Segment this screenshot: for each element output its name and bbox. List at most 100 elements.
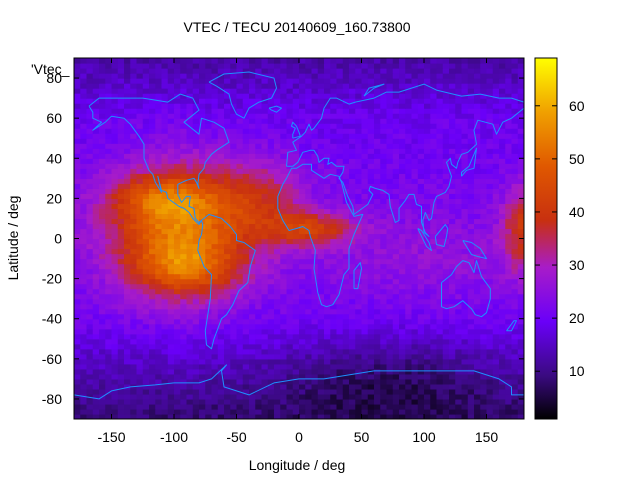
heatmap-cell bbox=[436, 393, 444, 400]
heatmap-cell bbox=[374, 388, 381, 395]
heatmap-cell bbox=[255, 228, 263, 235]
heatmap-cell bbox=[324, 413, 331, 419]
heatmap-cell bbox=[361, 163, 369, 169]
heatmap-cell bbox=[492, 243, 500, 250]
heatmap-cell bbox=[211, 303, 219, 310]
heatmap-cell bbox=[136, 253, 144, 260]
heatmap-cell bbox=[167, 188, 175, 194]
heatmap-cell bbox=[180, 293, 188, 300]
heatmap-cell bbox=[305, 153, 313, 159]
heatmap-cell bbox=[149, 363, 156, 370]
heatmap-cell bbox=[474, 113, 481, 119]
heatmap-cell bbox=[374, 233, 381, 240]
heatmap-cell bbox=[142, 138, 150, 144]
heatmap-cell bbox=[149, 78, 156, 84]
heatmap-cell bbox=[417, 323, 425, 330]
heatmap-cell bbox=[242, 308, 250, 315]
heatmap-cell bbox=[99, 288, 106, 295]
heatmap-cell bbox=[230, 203, 238, 210]
heatmap-cell bbox=[492, 158, 500, 164]
heatmap-cell bbox=[249, 88, 256, 94]
heatmap-cell bbox=[199, 208, 206, 215]
heatmap-cell bbox=[161, 373, 169, 380]
heatmap-cell bbox=[199, 228, 206, 235]
heatmap-cell bbox=[224, 153, 231, 159]
heatmap-cell bbox=[286, 313, 294, 320]
heatmap-cell bbox=[517, 388, 524, 395]
heatmap-cell bbox=[105, 403, 113, 410]
heatmap-cell bbox=[380, 243, 388, 250]
heatmap-cell bbox=[299, 353, 306, 360]
heatmap-cell bbox=[361, 73, 369, 79]
heatmap-cell bbox=[455, 163, 463, 169]
heatmap-cell bbox=[136, 278, 144, 285]
heatmap-cell bbox=[336, 273, 344, 280]
heatmap-cell bbox=[261, 228, 269, 235]
heatmap-cell bbox=[374, 243, 381, 250]
heatmap-cell bbox=[461, 188, 469, 194]
heatmap-cell bbox=[117, 68, 125, 74]
heatmap-cell bbox=[349, 303, 356, 310]
heatmap-cell bbox=[149, 98, 156, 104]
heatmap-cell bbox=[92, 158, 100, 164]
heatmap-cell bbox=[380, 78, 388, 84]
heatmap-cell bbox=[311, 358, 319, 365]
heatmap-cell bbox=[386, 148, 394, 154]
heatmap-cell bbox=[249, 213, 256, 220]
heatmap-cell bbox=[274, 133, 281, 139]
heatmap-cell bbox=[324, 258, 331, 265]
heatmap-cell bbox=[467, 213, 475, 220]
heatmap-cell bbox=[192, 93, 200, 99]
heatmap-cell bbox=[274, 153, 281, 159]
heatmap-cell bbox=[205, 288, 213, 295]
heatmap-cell bbox=[130, 278, 138, 285]
heatmap-cell bbox=[399, 313, 406, 320]
heatmap-cell bbox=[330, 228, 338, 235]
heatmap-cell bbox=[499, 153, 506, 159]
heatmap-cell bbox=[230, 273, 238, 280]
heatmap-cell bbox=[424, 168, 431, 174]
heatmap-cell bbox=[111, 178, 119, 184]
heatmap-cell bbox=[242, 343, 250, 350]
heatmap-cell bbox=[211, 153, 219, 159]
heatmap-cell bbox=[392, 258, 400, 265]
heatmap-cell bbox=[380, 88, 388, 94]
heatmap-cell bbox=[436, 343, 444, 350]
heatmap-cell bbox=[105, 358, 113, 365]
heatmap-cell bbox=[167, 163, 175, 169]
heatmap-cell bbox=[430, 328, 438, 335]
heatmap-cell bbox=[386, 193, 394, 199]
heatmap-cell bbox=[386, 308, 394, 315]
heatmap-cell bbox=[511, 148, 519, 154]
heatmap-cell bbox=[142, 308, 150, 315]
heatmap-cell bbox=[180, 98, 188, 104]
heatmap-cell bbox=[86, 113, 94, 119]
heatmap-cell bbox=[255, 363, 263, 370]
heatmap-cell bbox=[92, 358, 100, 365]
heatmap-cell bbox=[430, 383, 438, 390]
heatmap-cell bbox=[405, 263, 413, 270]
heatmap-cell bbox=[330, 178, 338, 184]
heatmap-cell bbox=[430, 398, 438, 405]
heatmap-cell bbox=[474, 323, 481, 330]
heatmap-cell bbox=[249, 183, 256, 189]
heatmap-cell bbox=[280, 103, 288, 109]
heatmap-cell bbox=[336, 153, 344, 159]
heatmap-cell bbox=[299, 358, 306, 365]
heatmap-cell bbox=[174, 298, 181, 305]
heatmap-cell bbox=[299, 158, 306, 164]
heatmap-cell bbox=[299, 363, 306, 370]
heatmap-cell bbox=[211, 403, 219, 410]
heatmap-cell bbox=[299, 303, 306, 310]
heatmap-cell bbox=[461, 133, 469, 139]
heatmap-cell bbox=[167, 263, 175, 270]
heatmap-cell bbox=[380, 308, 388, 315]
heatmap-cell bbox=[517, 338, 524, 345]
heatmap-cell bbox=[386, 228, 394, 235]
heatmap-cell bbox=[455, 278, 463, 285]
heatmap-cell bbox=[442, 143, 450, 149]
heatmap-cell bbox=[461, 338, 469, 345]
heatmap-cell bbox=[211, 143, 219, 149]
heatmap-cell bbox=[86, 93, 94, 99]
heatmap-cell bbox=[242, 398, 250, 405]
